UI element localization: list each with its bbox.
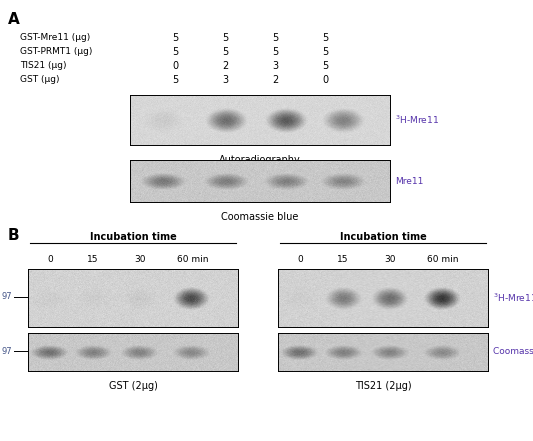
Text: GST (μg): GST (μg) xyxy=(20,75,60,85)
Text: Coomassie blue: Coomassie blue xyxy=(493,348,533,356)
Text: GST (2μg): GST (2μg) xyxy=(109,381,157,391)
Text: 5: 5 xyxy=(272,47,278,57)
Text: 0: 0 xyxy=(47,255,53,264)
Text: Incubation time: Incubation time xyxy=(90,232,176,242)
Text: 60 min: 60 min xyxy=(177,255,209,264)
Text: GST-PRMT1 (μg): GST-PRMT1 (μg) xyxy=(20,48,92,56)
Text: 5: 5 xyxy=(322,33,328,43)
Text: Autoradiography: Autoradiography xyxy=(219,155,301,165)
Text: 30: 30 xyxy=(384,255,395,264)
Text: 3: 3 xyxy=(222,75,228,85)
Text: B: B xyxy=(8,228,20,243)
Text: 5: 5 xyxy=(222,33,228,43)
Text: Mre11: Mre11 xyxy=(395,176,423,186)
Text: Coomassie blue: Coomassie blue xyxy=(221,212,298,222)
Text: $^3$H-Mre11: $^3$H-Mre11 xyxy=(493,292,533,304)
Text: 3: 3 xyxy=(272,61,278,71)
Text: 2: 2 xyxy=(222,61,228,71)
Text: 15: 15 xyxy=(337,255,349,264)
Text: 5: 5 xyxy=(272,33,278,43)
Text: 5: 5 xyxy=(172,47,178,57)
Text: $^3$H-Mre11: $^3$H-Mre11 xyxy=(395,114,439,126)
Text: 97: 97 xyxy=(2,292,12,301)
Text: 5: 5 xyxy=(222,47,228,57)
Text: TIS21 (μg): TIS21 (μg) xyxy=(20,61,67,71)
Text: Incubation time: Incubation time xyxy=(340,232,426,242)
Text: 0: 0 xyxy=(297,255,303,264)
Text: 97: 97 xyxy=(2,347,12,356)
Text: TIS21 (2μg): TIS21 (2μg) xyxy=(354,381,411,391)
Text: 60 min: 60 min xyxy=(427,255,459,264)
Text: 15: 15 xyxy=(87,255,99,264)
Text: A: A xyxy=(8,12,20,27)
Text: 0: 0 xyxy=(172,61,178,71)
Text: 5: 5 xyxy=(172,75,178,85)
Text: 2: 2 xyxy=(272,75,278,85)
Text: 30: 30 xyxy=(134,255,146,264)
Text: GST-Mre11 (μg): GST-Mre11 (μg) xyxy=(20,34,90,42)
Text: 0: 0 xyxy=(322,75,328,85)
Text: 5: 5 xyxy=(172,33,178,43)
Text: 5: 5 xyxy=(322,61,328,71)
Text: 5: 5 xyxy=(322,47,328,57)
